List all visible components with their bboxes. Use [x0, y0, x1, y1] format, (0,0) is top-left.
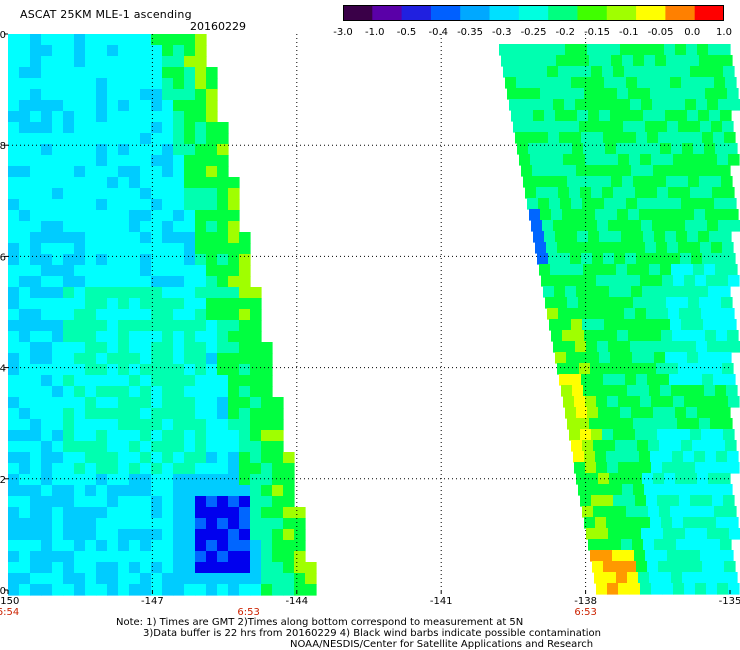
right-swath	[499, 44, 740, 595]
colorbar-swatch	[372, 5, 403, 21]
colorbar-swatch	[694, 5, 724, 21]
colorbar-swatch	[577, 5, 608, 21]
x-axis-tick-label: -144	[285, 596, 308, 607]
colorbar-swatch	[636, 5, 666, 21]
colorbar-tick-labels: -3.0 -1.0 -0.5 -0.4 -0.35 -0.3 -0.25 -0.2 -0.15-…	[333, 27, 732, 38]
colorbar-tick-label: -0.1	[619, 27, 639, 38]
y-axis-tick-label: 2	[0, 475, 6, 486]
time-label: 6:54	[0, 607, 19, 618]
colorbar-swatch	[343, 5, 373, 21]
footnote-line-1: Note: 1) Times are GMT 2)Times along bot…	[116, 617, 524, 628]
time-label: 6:53	[574, 607, 596, 618]
colorbar-tick-label: 0.0	[684, 27, 700, 38]
colorbar-tick-label: -3.0	[333, 27, 353, 38]
colorbar	[343, 5, 724, 21]
colorbar-tick-label: -0.05	[648, 27, 674, 38]
y-axis-tick-label: 6	[0, 252, 6, 263]
left-swath	[8, 34, 317, 596]
grid	[8, 34, 730, 590]
colorbar-tick-label: -0.3	[492, 27, 512, 38]
credit-line: NOAA/NESDIS/Center for Satellite Applica…	[290, 639, 594, 650]
x-axis-tick-label: -147	[141, 596, 164, 607]
y-axis-tick-label: 10	[0, 30, 6, 41]
colorbar-tick-label: -0.15	[584, 27, 610, 38]
colorbar-swatch	[460, 5, 491, 21]
x-axis-tick-label: -150	[0, 596, 19, 607]
colorbar-swatch	[665, 5, 696, 21]
time-label: 6:53	[237, 607, 259, 618]
colorbar-tick-label: -0.25	[521, 27, 547, 38]
colorbar-swatch	[518, 5, 549, 21]
y-axis-tick-label: 8	[0, 141, 6, 152]
chart-date: 20160229	[190, 20, 246, 33]
colorbar-frame	[343, 5, 724, 21]
colorbar-swatch	[489, 5, 520, 21]
colorbar-swatch	[430, 5, 461, 21]
colorbar-tick-label: -0.4	[428, 27, 448, 38]
x-axis-tick-label: -135	[719, 596, 740, 607]
colorbar-tick-label: -1.0	[365, 27, 385, 38]
colorbar-swatch	[606, 5, 637, 21]
y-axis-tick-label: 0	[0, 586, 6, 597]
chart-title: ASCAT 25KM MLE-1 ascending	[20, 8, 192, 21]
footnote-line-2: 3)Data buffer is 22 hrs from 20160229 4)…	[143, 628, 601, 639]
x-axis-tick-label: -141	[430, 596, 453, 607]
colorbar-tick-label: -0.2	[555, 27, 575, 38]
x-axis-tick-label: -138	[574, 596, 597, 607]
colorbar-tick-label: 1.0	[716, 27, 732, 38]
colorbar-swatch	[548, 5, 578, 21]
y-axis-tick-label: 4	[0, 364, 6, 375]
colorbar-swatch	[401, 5, 432, 21]
colorbar-tick-label: -0.35	[457, 27, 483, 38]
colorbar-tick-label: -0.5	[397, 27, 417, 38]
